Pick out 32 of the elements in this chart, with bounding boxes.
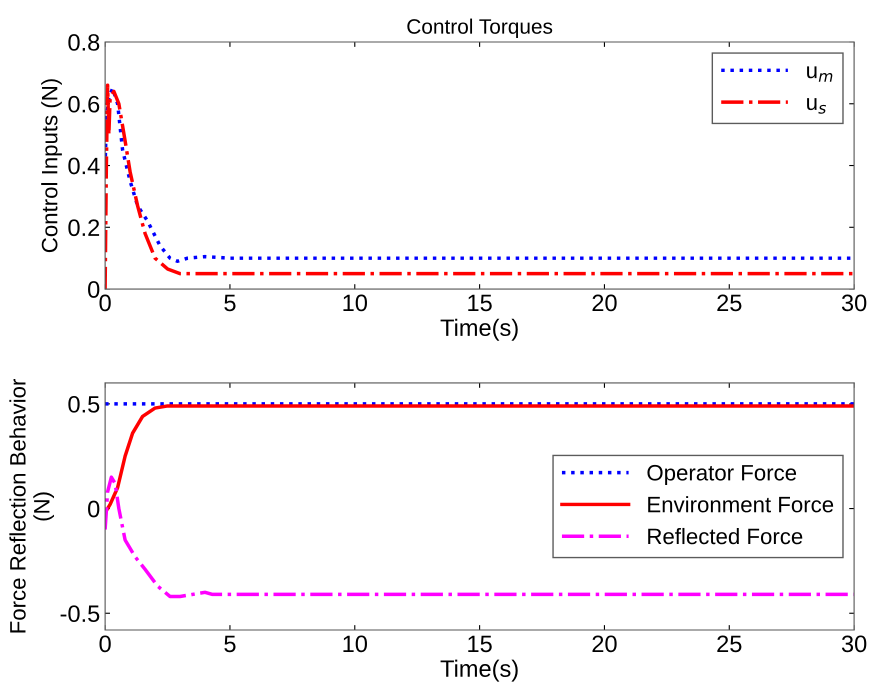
y-tick-label: 0 (88, 281, 100, 298)
x-tick-label: 30 (842, 635, 866, 652)
x-tick-label: 0 (99, 294, 111, 312)
y-tick-label: 0.5 (68, 396, 100, 413)
legend-label: u$_{m}$ (807, 66, 832, 82)
x-tick-label: 25 (717, 294, 742, 312)
legend-label: u$_{s}$ (807, 98, 826, 114)
y-tick-label: 0.2 (68, 219, 100, 236)
y-axis-title: Control Inputs (N) (41, 79, 62, 252)
y-tick-label: -0.5 (60, 605, 100, 622)
y-tick-label: 0.4 (68, 158, 100, 174)
y-axis-title: Force Reflection Behavior (N) (9, 378, 54, 632)
legend-label: Operator Force (647, 464, 796, 485)
legend-label: Reflected Force (648, 528, 802, 544)
legend-label: Environment Force (648, 496, 834, 512)
x-tick-label: 15 (468, 294, 492, 312)
x-tick-label: 5 (224, 636, 236, 652)
x-tick-label: 20 (592, 294, 617, 312)
x-tick-label: 10 (343, 635, 367, 652)
x-tick-label: 5 (224, 294, 236, 312)
x-axis-title: Time(s) (440, 660, 518, 682)
y-tick-label: 0.8 (68, 34, 100, 51)
x-tick-label: 20 (592, 635, 617, 652)
x-tick-label: 15 (468, 636, 492, 652)
x-tick-label: 25 (717, 635, 742, 652)
x-tick-label: 30 (842, 294, 866, 312)
x-tick-label: 10 (343, 294, 367, 312)
x-axis-title: Time(s) (440, 318, 518, 341)
y-tick-label: 0.6 (68, 96, 100, 113)
x-tick-label: 0 (99, 635, 111, 652)
y-tick-label: 0 (88, 500, 100, 518)
chart-title: Control Torques (407, 18, 552, 38)
